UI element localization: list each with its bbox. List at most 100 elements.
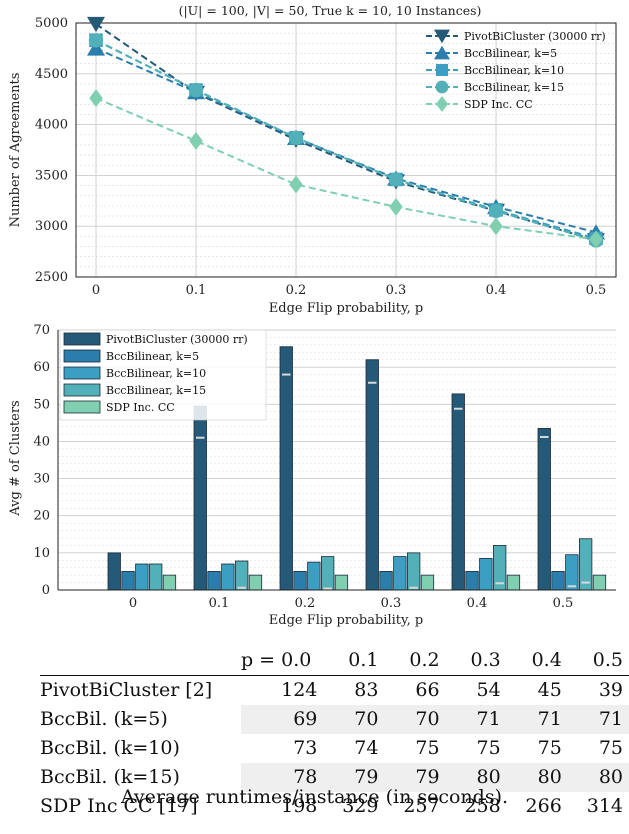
table-row-label: BccBil. (k=15) xyxy=(40,766,180,788)
table-row-label: SDP Inc CC [17] xyxy=(40,795,198,817)
legend-label: BccBilinear, k=15 xyxy=(106,384,206,397)
legend-label: BccBilinear, k=15 xyxy=(464,81,564,94)
legend-item: BccBilinear, k=10 xyxy=(63,366,206,380)
table-cell: 75 xyxy=(598,737,623,759)
bar xyxy=(248,574,263,591)
agreements-line-chart: (|U| = 100, |V| = 50, True k = 10, 10 In… xyxy=(8,3,617,316)
table-row: PivotBiCluster [2] 124 83 66 54 45 39 xyxy=(40,675,629,705)
bar xyxy=(162,574,177,591)
line-chart-title: (|U| = 100, |V| = 50, True k = 10, 10 In… xyxy=(179,3,482,18)
y-tick-label: 3000 xyxy=(35,219,68,234)
x-tick-label: 0.5 xyxy=(553,596,574,611)
table-cell: 39 xyxy=(567,675,629,705)
x-tick-label: 0.1 xyxy=(186,283,207,298)
legend-item: BccBilinear, k=5 xyxy=(63,349,199,363)
table-header-corner xyxy=(40,646,241,676)
table-cell: 71 xyxy=(506,705,568,734)
legend-item: SDP Inc. CC xyxy=(426,96,533,112)
line-series xyxy=(89,89,603,249)
line-point xyxy=(489,217,503,236)
table-header-cell: 0.5 xyxy=(592,649,623,671)
y-tick-label: 20 xyxy=(33,509,50,524)
x-tick-label: 0 xyxy=(129,596,137,611)
bar xyxy=(537,428,551,591)
bar-chart-x-ticks: 0 0.1 0.2 0.3 0.4 0.5 xyxy=(129,596,573,611)
x-tick-label: 0.1 xyxy=(209,596,230,611)
table-header-cell: 0.1 xyxy=(348,649,379,671)
line-chart-grid xyxy=(76,22,616,278)
table-row-label: PivotBiCluster [2] xyxy=(40,675,241,705)
table-cell: 66 xyxy=(384,675,446,705)
table-row: BccBil. (k=10) 73 74 75 75 75 75 xyxy=(40,734,629,763)
line-point xyxy=(436,96,448,112)
bar xyxy=(148,563,163,591)
line-chart-y-axis-label: Number of Agreements xyxy=(8,73,23,228)
table-cell: 74 xyxy=(354,737,379,759)
bar xyxy=(221,563,235,591)
table-cell: 80 xyxy=(506,763,568,792)
bar xyxy=(121,571,135,591)
y-tick-label: 5000 xyxy=(35,16,68,31)
legend-swatch xyxy=(63,349,101,363)
y-tick-label: 50 xyxy=(33,397,50,412)
table-row-label: BccBil. (k=10) xyxy=(40,737,180,759)
line-point xyxy=(88,33,104,48)
line-point xyxy=(188,82,204,98)
table-row-label: BccBil. (k=5) xyxy=(40,708,168,730)
line-chart-x-axis-label: Edge Flip probability, p xyxy=(269,301,423,316)
table-cell: 70 xyxy=(323,705,385,734)
table-cell: 257 xyxy=(403,795,440,817)
bar-chart-x-axis-label: Edge Flip probability, p xyxy=(269,613,423,628)
table-cell: 45 xyxy=(506,675,568,705)
legend-item: PivotBiCluster (30000 rr) xyxy=(426,29,606,44)
table-row: SDP Inc CC [17] 198 329 257 258 266 314 xyxy=(40,792,629,821)
line-series xyxy=(88,33,604,248)
line-point xyxy=(89,89,103,108)
table-row: BccBil. (k=5) 69 70 70 71 71 71 xyxy=(40,705,629,734)
y-tick-label: 10 xyxy=(33,546,50,561)
x-tick-label: 0.3 xyxy=(386,283,407,298)
line-point xyxy=(288,130,304,146)
y-tick-label: 30 xyxy=(33,472,50,487)
x-tick-label: 0.2 xyxy=(295,596,316,611)
series-line xyxy=(95,47,597,234)
table-cell: 54 xyxy=(445,675,507,705)
bar xyxy=(207,571,221,591)
table-header-row: p = 0.0 0.1 0.2 0.3 0.4 0.5 xyxy=(40,646,629,676)
table-header-cell: p = 0.0 xyxy=(240,649,312,671)
table-cell: 266 xyxy=(525,795,562,817)
table-cell: 75 xyxy=(415,737,440,759)
line-point xyxy=(189,131,203,150)
bar-chart-y-axis-label: Avg # of Clusters xyxy=(8,400,23,516)
table-cell: 314 xyxy=(586,795,623,817)
legend-label: PivotBiCluster (30000 rr) xyxy=(464,30,606,43)
line-chart-legend: PivotBiCluster (30000 rr) BccBilinear, k=… xyxy=(426,29,606,112)
legend-item: PivotBiCluster (30000 rr) xyxy=(63,332,248,346)
legend-label: BccBilinear, k=5 xyxy=(464,47,557,60)
legend-item: SDP Inc. CC xyxy=(63,400,175,414)
y-tick-label: 4500 xyxy=(35,67,68,82)
line-point xyxy=(435,80,449,94)
bar-chart-bars xyxy=(107,346,607,591)
bar xyxy=(451,393,465,591)
line-point xyxy=(436,64,448,76)
line-point xyxy=(389,197,403,216)
table-cell: 69 xyxy=(240,705,324,734)
bar xyxy=(379,571,393,591)
legend-label: BccBilinear, k=5 xyxy=(106,350,199,363)
series-line xyxy=(95,39,597,242)
y-tick-label: 70 xyxy=(33,323,50,338)
table-cell: 70 xyxy=(384,705,446,734)
table-header-cell: 0.4 xyxy=(531,649,562,671)
table-cell: 83 xyxy=(323,675,385,705)
bar xyxy=(420,574,435,591)
bar xyxy=(307,561,321,591)
line-point xyxy=(434,45,450,60)
y-tick-label: 2500 xyxy=(35,270,68,285)
table-cell: 80 xyxy=(445,763,507,792)
x-tick-label: 0 xyxy=(92,283,100,298)
table-header-cell: 0.2 xyxy=(409,649,440,671)
legend-label: BccBilinear, k=10 xyxy=(464,64,564,77)
table-cell: 71 xyxy=(567,705,629,734)
bar xyxy=(193,405,207,591)
